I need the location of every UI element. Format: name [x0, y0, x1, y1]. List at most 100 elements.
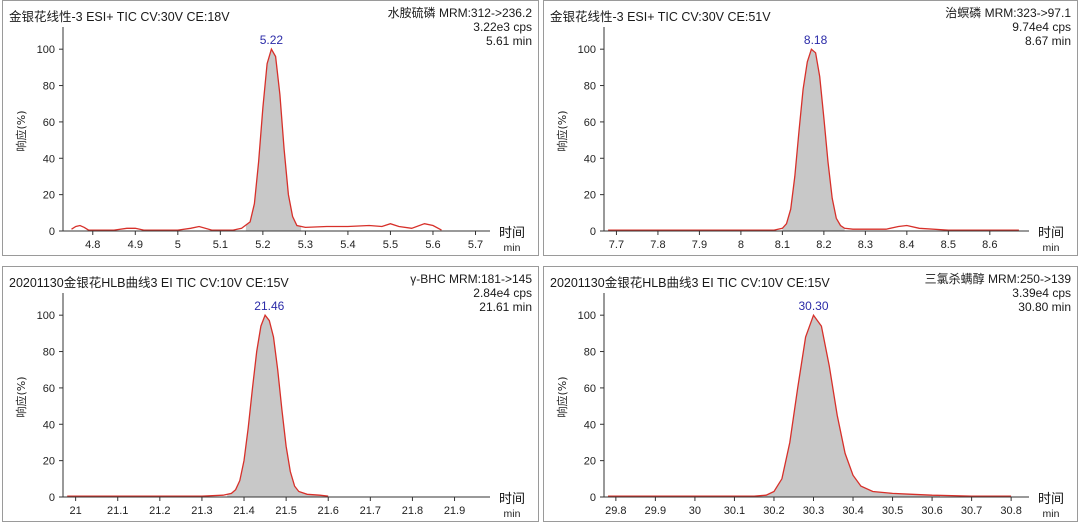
- chart-panel-1: 0 20 40 60 80 100 4.8 4.9 5 5.1 5.2 5.3 5.4 5.5 5.6 5.7…: [2, 0, 539, 256]
- y-tick-label: 80: [584, 81, 596, 93]
- x-tick-label: 5.6: [425, 239, 440, 251]
- y-tick-label: 0: [590, 492, 596, 504]
- peak-retention-label: 8.18: [804, 33, 828, 47]
- y-tick-label: 100: [578, 44, 596, 56]
- y-axis-label: 响应(%): [14, 376, 28, 417]
- chart-panel-3: 0 20 40 60 80 100 21 21.1 21.2 21.3 21.4 21.5 21.6 21…: [2, 266, 539, 522]
- compound-info: 水胺硫磷 MRM:312->236.2 3.22e3 cps 5.61 min: [388, 6, 532, 48]
- retention-time: 21.61 min: [479, 300, 532, 314]
- chromatogram-plot-3: 0 20 40 60 80 100 21 21.1 21.2 21.3 21.4 21.5 21.6 21…: [14, 293, 525, 520]
- retention-time: 8.67 min: [1024, 34, 1071, 48]
- peak-retention-label: 5.22: [260, 33, 284, 47]
- x-tick-label: 30.8: [1000, 505, 1021, 517]
- x-tick-label: 5.7: [468, 239, 483, 251]
- x-tick-label: 7.9: [692, 239, 707, 251]
- y-tick-label: 0: [590, 226, 596, 238]
- x-axis-label: 时间: [499, 226, 525, 241]
- compound-mrm: 治螟磷 MRM:323->97.1: [945, 6, 1071, 20]
- retention-time: 5.61 min: [485, 34, 532, 48]
- y-tick-label: 100: [37, 310, 55, 322]
- x-tick-label: 8.1: [775, 239, 790, 251]
- x-tick-label: 4.8: [85, 239, 100, 251]
- y-tick-label: 40: [43, 153, 55, 165]
- x-tick-label: 7.7: [609, 239, 624, 251]
- chromatogram-trace: [67, 313, 329, 497]
- x-tick-label: 21.6: [318, 505, 339, 517]
- x-tick-label: 21.5: [275, 505, 296, 517]
- x-tick-label: 5.4: [340, 239, 355, 251]
- x-tick-label: 5: [175, 239, 181, 251]
- y-tick-label: 40: [584, 153, 596, 165]
- peak-area-fill: [782, 49, 845, 232]
- y-tick-label: 40: [43, 419, 55, 431]
- y-tick-label: 0: [49, 226, 55, 238]
- peak-area-fill: [758, 315, 940, 497]
- chromatogram-trace: [608, 313, 1012, 497]
- x-tick-label: 8.3: [858, 239, 873, 251]
- chart-title: 金银花线性-3 ESI+ TIC CV:30V CE:51V: [550, 10, 771, 24]
- chart-title: 20201130金银花HLB曲线3 EI TIC CV:10V CE:15V: [9, 276, 289, 290]
- chromatogram-plot-1: 0 20 40 60 80 100 4.8 4.9 5 5.1 5.2 5.3 5.4 5.5 5.6 5.7…: [14, 27, 525, 254]
- intensity-cps: 3.39e4 cps: [1012, 286, 1071, 300]
- chromatogram-plot-4: 0 20 40 60 80 100 29.8 29.9 30 30.1 30.2 30.3 30.4 30…: [555, 293, 1064, 520]
- x-tick-label: 30.7: [961, 505, 982, 517]
- intensity-cps: 9.74e4 cps: [1012, 20, 1071, 34]
- y-tick-label: 60: [584, 383, 596, 395]
- y-tick-label: 60: [584, 117, 596, 129]
- x-axis-unit: min: [1043, 508, 1060, 520]
- x-tick-label: 21.1: [107, 505, 128, 517]
- y-axis-label: 响应(%): [14, 110, 28, 151]
- x-tick-label: 5.3: [298, 239, 313, 251]
- y-tick-label: 0: [49, 492, 55, 504]
- compound-mrm: 三氯杀螨醇 MRM:250->139: [924, 272, 1071, 286]
- chart-title: 金银花线性-3 ESI+ TIC CV:30V CE:18V: [9, 10, 230, 24]
- x-tick-label: 7.8: [650, 239, 665, 251]
- x-tick-label: 21.9: [444, 505, 465, 517]
- x-tick-label: 30.1: [724, 505, 745, 517]
- x-tick-label: 4.9: [128, 239, 143, 251]
- x-tick-label: 8.4: [899, 239, 914, 251]
- x-axis-unit: min: [504, 242, 521, 254]
- x-tick-label: 21.3: [191, 505, 212, 517]
- x-tick-label: 8.2: [816, 239, 831, 251]
- compound-mrm: 水胺硫磷 MRM:312->236.2: [387, 6, 532, 20]
- x-tick-label: 8.5: [941, 239, 956, 251]
- x-tick-label: 5.2: [255, 239, 270, 251]
- x-axis-label: 时间: [1038, 492, 1064, 507]
- compound-info: 治螟磷 MRM:323->97.1 9.74e4 cps 8.67 min: [945, 6, 1071, 48]
- x-axis-unit: min: [504, 508, 521, 520]
- y-tick-label: 20: [43, 456, 55, 468]
- y-tick-label: 20: [584, 456, 596, 468]
- y-axis-label: 响应(%): [555, 110, 569, 151]
- x-tick-label: 30.6: [921, 505, 942, 517]
- y-tick-label: 80: [584, 347, 596, 359]
- x-tick-label: 21.8: [402, 505, 423, 517]
- chromatogram-trace: [71, 47, 442, 231]
- x-tick-label: 5.1: [213, 239, 228, 251]
- x-tick-label: 30.4: [842, 505, 863, 517]
- chromatogram-trace: [608, 48, 1019, 231]
- intensity-cps: 3.22e3 cps: [473, 20, 532, 34]
- y-axis-label: 响应(%): [555, 376, 569, 417]
- x-tick-label: 30.5: [882, 505, 903, 517]
- peak-area-fill: [227, 315, 329, 497]
- y-tick-label: 80: [43, 81, 55, 93]
- retention-time: 30.80 min: [1018, 300, 1071, 314]
- compound-info: γ-BHC MRM:181->145 2.84e4 cps 21.61 min: [410, 272, 532, 314]
- x-tick-label: 30.3: [803, 505, 824, 517]
- y-tick-label: 80: [43, 347, 55, 359]
- x-axis-label: 时间: [1038, 226, 1064, 241]
- x-tick-label: 21.7: [360, 505, 381, 517]
- x-tick-label: 29.8: [605, 505, 626, 517]
- x-axis-label: 时间: [499, 492, 525, 507]
- y-tick-label: 100: [578, 310, 596, 322]
- x-tick-label: 21.4: [233, 505, 254, 517]
- x-axis-unit: min: [1043, 242, 1060, 254]
- x-tick-label: 21: [70, 505, 82, 517]
- chart-title: 20201130金银花HLB曲线3 EI TIC CV:10V CE:15V: [550, 276, 830, 290]
- y-tick-label: 20: [584, 190, 596, 202]
- x-tick-label: 29.9: [645, 505, 666, 517]
- x-tick-label: 30.2: [763, 505, 784, 517]
- chromatogram-plot-2: 0 20 40 60 80 100 7.7 7.8 7.9 8 8.1 8.2 8.3 8.4 8.5 8.6…: [555, 27, 1064, 254]
- x-tick-label: 21.2: [149, 505, 170, 517]
